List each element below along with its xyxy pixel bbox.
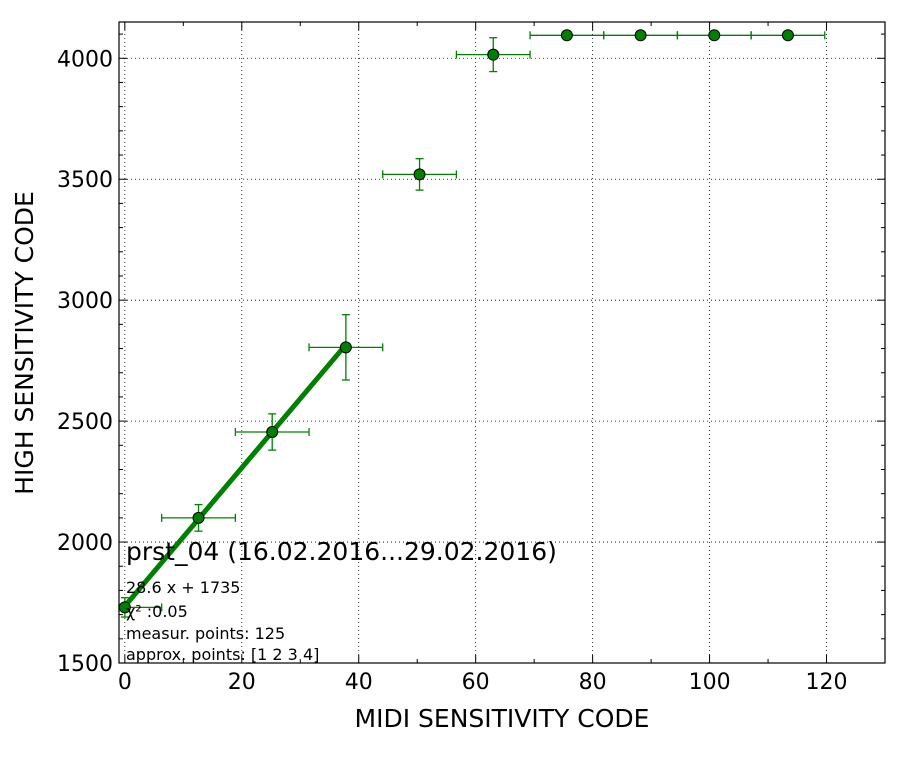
error-bars (118, 31, 826, 618)
data-point (634, 29, 647, 42)
data-point (266, 425, 279, 438)
y-tick-label: 1500 (57, 652, 113, 677)
fit-line-group (122, 343, 348, 608)
data-point (781, 29, 794, 42)
y-tick-label: 4000 (57, 47, 113, 72)
data-point (339, 341, 352, 354)
y-tick-label: 2000 (57, 531, 113, 556)
x-tick-label: 120 (806, 670, 848, 695)
data-points (118, 29, 794, 614)
ticks (119, 22, 886, 664)
data-point (487, 48, 500, 61)
annotation-title: prst_04 (16.02.2016...29.02.2016) (126, 537, 557, 566)
annotation-approx-points: approx. points: [1 2 3 4] (126, 645, 319, 664)
data-point (413, 168, 426, 181)
y-tick-label: 3000 (57, 289, 113, 314)
y-axis-label: HIGH SENSITIVITY CODE (10, 191, 39, 495)
x-axis-label: MIDI SENSITIVITY CODE (355, 704, 650, 733)
y-tick-label: 3500 (57, 168, 113, 193)
data-point (560, 29, 573, 42)
fit-line (122, 343, 348, 608)
x-tick-label: 100 (689, 670, 731, 695)
x-tick-label: 60 (462, 670, 490, 695)
x-tick-label: 40 (345, 670, 373, 695)
y-tick-label: 2500 (57, 410, 113, 435)
x-tick-label: 80 (579, 670, 607, 695)
plot-frame (118, 21, 886, 664)
data-point (708, 29, 721, 42)
x-tick-label: 0 (118, 670, 132, 695)
annotation-chi2: χ² :0.05 (126, 602, 188, 621)
annotation-fit-equation: 28.6 x + 1735 (126, 578, 240, 597)
x-tick-label: 20 (228, 670, 256, 695)
data-point (192, 511, 205, 524)
grid (119, 22, 885, 663)
tick-labels: 0 20 40 60 80 100 120 1500 2000 2500 3000 3500 4000 (57, 47, 848, 695)
annotation-measur-points: measur. points: 125 (126, 624, 285, 643)
